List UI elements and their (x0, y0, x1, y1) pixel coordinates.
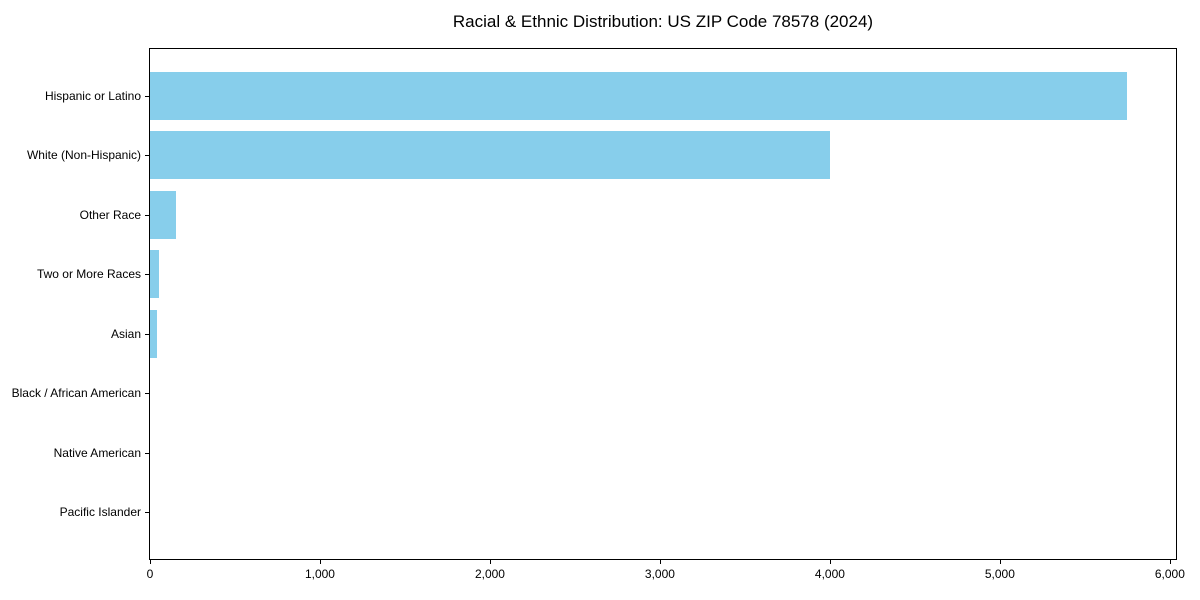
x-tick-label-5000: 5,000 (984, 567, 1015, 581)
x-tick-mark (829, 560, 831, 564)
bar-asian (150, 309, 158, 358)
y-tick-mark (145, 214, 149, 216)
y-tick-mark (145, 512, 149, 514)
y-tick-mark (145, 274, 149, 276)
y-tick-label-native-american: Native American (53, 445, 141, 460)
y-tick-mark (145, 95, 149, 97)
bar-white-non-hispanic (150, 131, 830, 180)
x-tick-mark (999, 560, 1001, 564)
y-tick-label-white-non-hispanic: White (Non-Hispanic) (26, 148, 141, 163)
chart-title: Racial & Ethnic Distribution: US ZIP Cod… (452, 12, 874, 31)
y-tick-mark (145, 452, 149, 454)
y-tick-label-hispanic-or-latino: Hispanic or Latino (44, 88, 141, 103)
y-tick-mark (145, 393, 149, 395)
y-tick-label-two-or-more-races: Two or More Races (36, 267, 141, 282)
x-tick-label-6000: 6,000 (1154, 567, 1185, 581)
x-tick-mark (489, 560, 491, 564)
x-tick-label-4000: 4,000 (814, 567, 845, 581)
y-tick-mark (145, 333, 149, 335)
y-tick-mark (145, 155, 149, 157)
y-tick-label-pacific-islander: Pacific Islander (59, 505, 141, 520)
x-tick-label-1000: 1,000 (304, 567, 335, 581)
x-tick-mark (150, 560, 151, 564)
y-tick-label-asian: Asian (110, 326, 141, 341)
x-tick-label-3000: 3,000 (644, 567, 675, 581)
x-tick-label-2000: 2,000 (474, 567, 505, 581)
x-tick-mark (319, 560, 321, 564)
bar-two-or-more-races (150, 250, 160, 299)
bar-other-race (150, 190, 177, 239)
x-tick-label-0: 0 (146, 567, 154, 581)
plot-area: Hispanic or Latino White (Non-Hispanic) Ot… (12, 48, 1185, 581)
bar-hispanic-or-latino (150, 71, 1127, 120)
y-tick-label-other-race: Other Race (79, 207, 141, 222)
x-tick-mark (659, 560, 661, 564)
y-tick-label-black-african-american: Black / African American (11, 386, 141, 401)
x-tick-mark (1169, 560, 1171, 564)
